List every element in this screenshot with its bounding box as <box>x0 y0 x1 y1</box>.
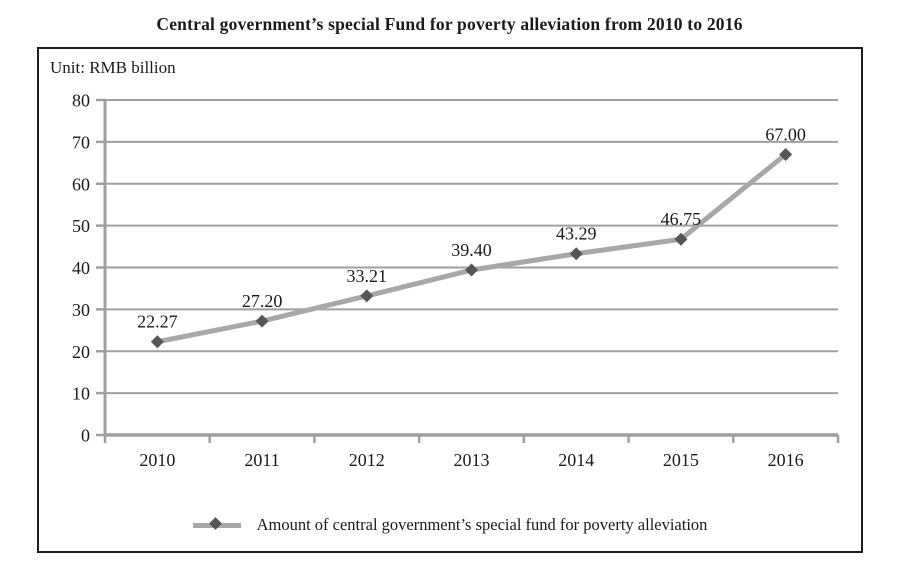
legend-diamond-icon <box>208 517 222 530</box>
legend: Amount of central government’s special f… <box>39 515 861 535</box>
data-point-marker <box>360 289 374 303</box>
data-label: 39.40 <box>451 240 492 260</box>
data-label: 27.20 <box>242 291 283 311</box>
y-axis-label: 70 <box>72 132 90 152</box>
data-label: 33.21 <box>347 266 388 286</box>
legend-label: Amount of central government’s special f… <box>256 515 708 534</box>
x-axis-label: 2012 <box>349 450 385 470</box>
y-axis-label: 80 <box>72 91 90 111</box>
x-axis-label: 2010 <box>139 450 175 470</box>
x-axis-label: 2016 <box>768 450 804 470</box>
line-chart-svg: 0 10 20 30 40 50 60 70 80 2010 2011 2012 2013 2014 201… <box>72 91 840 470</box>
data-point-marker <box>150 335 164 349</box>
data-point-marker <box>465 263 478 277</box>
data-label: 22.27 <box>137 312 178 332</box>
unit-label: Unit: RMB billion <box>50 58 176 77</box>
legend-sample <box>192 517 241 532</box>
y-axis-label: 60 <box>72 174 90 194</box>
data-point-marker <box>779 147 793 161</box>
y-axis-label: 20 <box>72 342 90 362</box>
y-axis-label: 0 <box>81 426 90 446</box>
data-label: 67.00 <box>765 124 806 144</box>
chart-title: Central government’s special Fund for po… <box>156 14 743 34</box>
data-label: 43.29 <box>556 224 597 244</box>
y-axis-label: 30 <box>72 300 90 320</box>
x-axis-label: 2015 <box>663 450 699 470</box>
data-point-marker <box>569 247 583 261</box>
data-point-marker <box>255 314 269 328</box>
x-axis-label: 2014 <box>558 450 594 470</box>
y-axis-label: 10 <box>72 384 90 404</box>
x-axis-label: 2011 <box>244 450 279 470</box>
y-axis-label: 50 <box>72 216 90 236</box>
y-axis-label: 40 <box>72 258 90 278</box>
chart-frame: Unit: RMB billion 0 10 20 30 40 50 60 70 80 2010 2… <box>37 47 863 553</box>
data-label: 46.75 <box>661 209 702 229</box>
data-point-marker <box>674 232 688 246</box>
x-axis-label: 2013 <box>454 450 490 470</box>
